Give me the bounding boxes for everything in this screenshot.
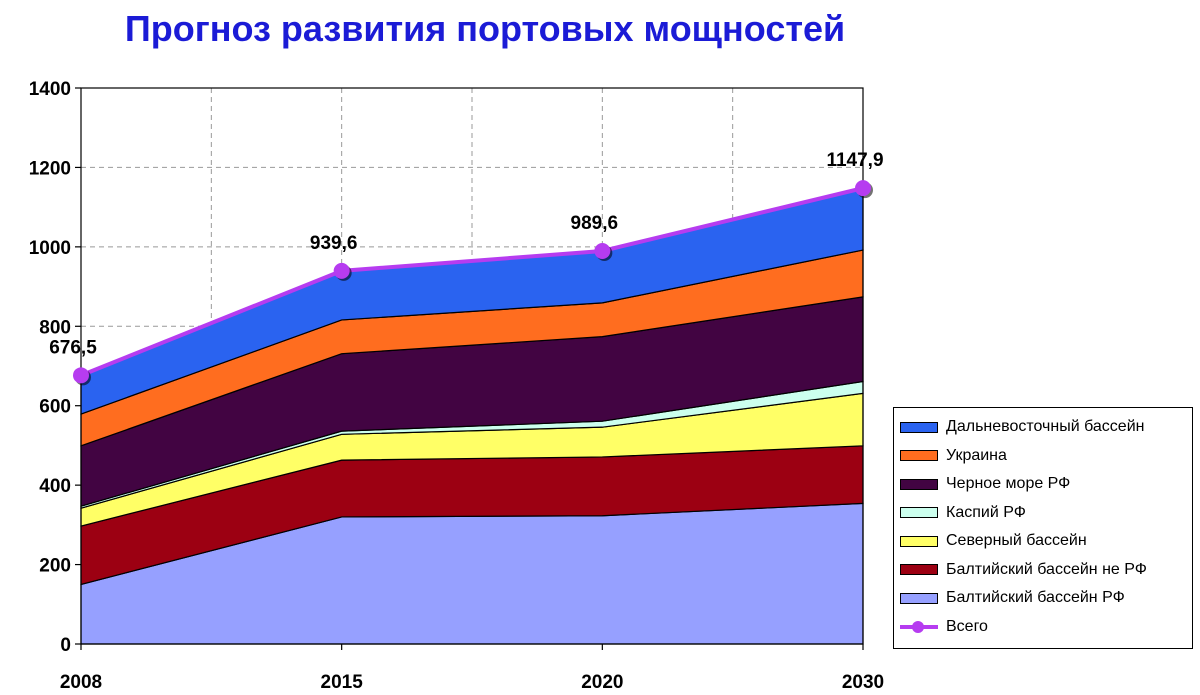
total-line bbox=[80, 186, 864, 378]
legend-item: Дальневосточный бассейн bbox=[900, 416, 1144, 438]
legend-swatch bbox=[900, 535, 938, 547]
legend-label: Дальневосточный бассейн bbox=[946, 418, 1145, 435]
plot-frame bbox=[80, 87, 864, 645]
y-tick-label: 1200 bbox=[29, 158, 71, 179]
legend-swatch bbox=[900, 592, 938, 604]
y-tick-label: 1400 bbox=[29, 79, 71, 100]
y-tick-label: 0 bbox=[60, 635, 71, 656]
legend-item: Украина bbox=[900, 445, 1007, 467]
chart-title: Прогноз развития портовых мощностей bbox=[124, 8, 846, 49]
x-tick-label: 2020 bbox=[581, 672, 623, 693]
legend-line-swatch bbox=[900, 620, 938, 633]
area-layer bbox=[80, 187, 864, 645]
legend: Дальневосточный бассейн Украина Черное мор… bbox=[893, 407, 1193, 649]
legend-item: Балтийский бассейн не РФ bbox=[900, 559, 1147, 581]
legend-item: Северный бассейн bbox=[900, 530, 1087, 552]
total-data-label: 1147,9 bbox=[826, 150, 883, 171]
legend-item: Черное море РФ bbox=[900, 473, 1070, 495]
x-tick-label: 2030 bbox=[842, 672, 884, 693]
legend-label: Северный бассейн bbox=[946, 532, 1087, 549]
total-point bbox=[594, 242, 611, 259]
y-tick-label: 400 bbox=[39, 476, 71, 497]
legend-label: Всего bbox=[946, 617, 988, 635]
total-point bbox=[333, 262, 350, 279]
legend-label: Украина bbox=[946, 446, 1007, 464]
total-point bbox=[855, 180, 871, 197]
legend-label: Черное море РФ bbox=[946, 475, 1071, 492]
legend-item: Балтийский бассейн РФ bbox=[900, 587, 1125, 609]
legend-swatch bbox=[900, 450, 938, 461]
legend-label: Каспий РФ bbox=[946, 503, 1026, 521]
x-tick-label: 2008 bbox=[60, 672, 102, 693]
legend-swatch bbox=[900, 421, 938, 433]
legend-item: Всего bbox=[900, 616, 988, 638]
y-tick-label: 800 bbox=[39, 317, 71, 338]
legend-item: Каспий РФ bbox=[900, 502, 1026, 524]
total-data-label: 676,5 bbox=[49, 337, 97, 358]
y-tick-label: 600 bbox=[39, 397, 71, 418]
legend-label: Балтийский бассейн РФ bbox=[946, 589, 1125, 606]
total-point bbox=[73, 367, 89, 384]
y-tick-label: 200 bbox=[39, 556, 71, 577]
total-data-label: 939,6 bbox=[310, 233, 358, 254]
y-tick-label: 1000 bbox=[29, 238, 71, 259]
legend-swatch bbox=[900, 507, 938, 518]
legend-label: Балтийский бассейн не РФ bbox=[946, 560, 1147, 578]
x-tick-label: 2015 bbox=[321, 672, 364, 693]
total-layer: 676,5 939,6 989,6 1147,9 bbox=[49, 150, 884, 386]
legend-swatch bbox=[900, 564, 938, 575]
axis-layer: 0 200 400 600 800 1000 1200 1400 2008 2015 2020 203… bbox=[29, 79, 884, 693]
total-data-label: 989,6 bbox=[571, 213, 619, 234]
legend-swatch bbox=[900, 478, 938, 490]
